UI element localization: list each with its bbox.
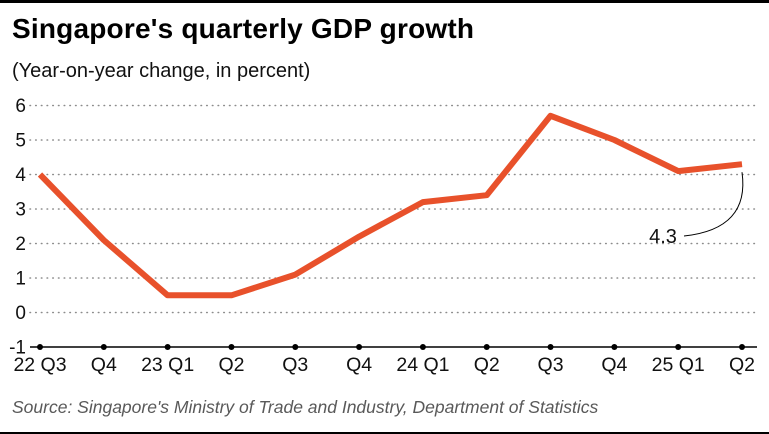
x-tick-label: Q2: [218, 354, 244, 376]
x-axis-tick-dot: [739, 344, 745, 350]
x-axis-tick-dot: [419, 344, 426, 350]
gdp-line-series: [37, 112, 743, 299]
x-tick-label: Q3: [282, 354, 308, 376]
x-axis-tick-dot: [483, 344, 490, 350]
x-tick-label: Q4: [91, 354, 117, 376]
annotation-pointer-line: [683, 172, 744, 237]
x-axis-tick-dot: [611, 344, 618, 350]
x-axis-tick-dot: [164, 344, 171, 350]
x-tick-label: Q4: [601, 354, 627, 376]
source-credit: Source: Singapore's Ministry of Trade an…: [12, 397, 599, 417]
y-tick-label: 2: [15, 234, 26, 255]
gdp-line-chart: -1 0 1 2 3 4 5 6 22 Q3 Q4 23 Q1 Q2 Q3 Q4 24 Q1 Q2 Q3 Q4 25…: [9, 96, 758, 376]
y-tick-label: -1: [9, 338, 26, 359]
x-axis-tick-dot: [547, 344, 554, 350]
annotation-label: 4.3: [649, 226, 677, 248]
x-axis-tick-dot: [292, 344, 299, 350]
x-tick-label: 25 Q1: [652, 354, 705, 376]
y-tick-label: 1: [15, 269, 26, 290]
x-axis-tick-dot: [100, 344, 107, 350]
y-tick-label: 3: [15, 200, 26, 221]
x-tick-label: Q3: [538, 354, 564, 376]
y-tick-label: 6: [15, 96, 26, 117]
x-tick-label: Q2: [729, 354, 755, 376]
x-tick-label: Q4: [346, 354, 372, 376]
x-tick-label: Q2: [474, 354, 500, 376]
x-axis-tick-dot: [675, 344, 682, 350]
x-tick-label: 24 Q1: [396, 354, 449, 376]
x-axis-tick-dot: [37, 344, 43, 350]
x-tick-label: 22 Q3: [13, 354, 66, 376]
y-tick-label: 5: [15, 131, 26, 152]
chart-subtitle: (Year-on-year change, in percent): [12, 60, 311, 82]
x-axis-tick-dot: [356, 344, 363, 350]
x-axis-tick-dot: [228, 344, 235, 350]
y-tick-label: 0: [15, 303, 26, 324]
x-tick-label: 23 Q1: [141, 354, 194, 376]
y-tick-label: 4: [15, 165, 26, 186]
chart-title: Singapore's quarterly GDP growth: [12, 13, 475, 44]
